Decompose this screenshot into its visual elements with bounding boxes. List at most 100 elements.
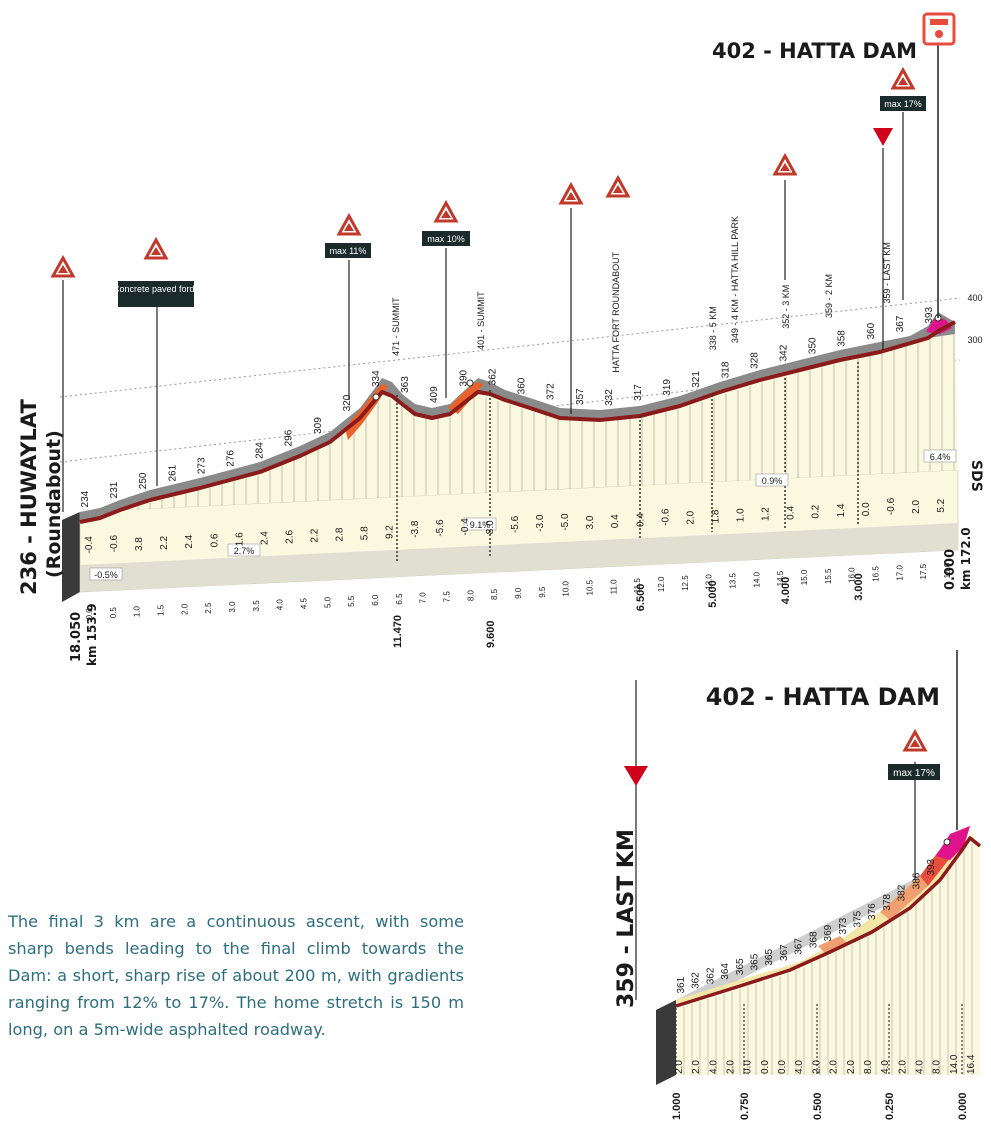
elevation-label: 284 — [255, 442, 266, 459]
road-line — [79, 320, 956, 524]
km-label: 4.5 — [300, 597, 309, 609]
end-total-km: km 172.0 — [959, 527, 973, 590]
elevation-label: 317 — [633, 384, 644, 401]
detail-base-side — [656, 1000, 676, 1085]
profile-base-side — [62, 512, 80, 602]
gradient-label: -5.6 — [435, 519, 446, 537]
elevation-label: 409 — [429, 386, 440, 403]
vertical-label: HATTA FORT ROUNDABOUT — [611, 251, 621, 372]
gradient-label: -0.4 — [460, 518, 471, 536]
detail-gradient-label: 2.0 — [674, 1060, 685, 1074]
detail-distance-label: 0.000 — [957, 1092, 969, 1120]
elevation-labels: 234 231 250 261 273 276 284 296 309 320 334 363 409 3… — [80, 307, 935, 508]
start-km: 18.050 — [69, 612, 84, 662]
elevation-label: 276 — [226, 450, 237, 467]
detail-elevation-label: 365 — [750, 953, 761, 970]
detail-gradient-labels: 2.0 2.0 4.0 2.0 0.0 0.0 0.0 4.0 2.0 2.0 2.0 8.0 4.0 2… — [674, 1054, 977, 1074]
km-labels: 0.0 0.5 1.0 1.5 2.0 2.5 3.0 3.5 4.0 4.5 5.0 5.5 6.0 6… — [85, 562, 952, 619]
detail-steep-segment — [880, 876, 928, 920]
warning-triangle-icon — [559, 183, 583, 205]
vertical-label: 471 - SUMMIT — [391, 297, 401, 356]
km-label: 16.5 — [872, 566, 881, 582]
vertical-label: 359 - 2 KM — [824, 274, 834, 318]
guide-line — [59, 359, 961, 463]
elevation-label: 358 — [837, 330, 848, 347]
gradient-label: 0.4 — [610, 514, 621, 528]
profile-hatch — [89, 325, 955, 522]
detail-elevation-label: 367 — [794, 938, 805, 955]
detail-gradient-label: 2.0 — [829, 1060, 840, 1074]
warning-triangle-icon — [144, 238, 168, 260]
last-km-flag-icon — [624, 766, 648, 786]
annotation-box — [880, 96, 926, 111]
warning-triangle-icon — [434, 201, 458, 223]
distance-label: 4.000 — [780, 577, 792, 605]
gradient-label: 2.0 — [685, 510, 696, 524]
warning-triangle-icon — [891, 68, 915, 90]
annotation-concrete: Concrete paved fords — [113, 284, 200, 294]
detail-start-label: 359 - LAST KM — [614, 829, 639, 1008]
detail-elevation-labels: 361 362 362 364 365 365 365 367 367 368 369 373 375 3… — [676, 858, 937, 993]
detail-elevation-label: 373 — [838, 917, 849, 934]
detail-gradient-label: 2.0 — [811, 1060, 822, 1074]
main-elevation-profile: Concrete paved fords max 11% max 10% max… — [17, 12, 984, 666]
detail-elevation-label: 378 — [882, 894, 893, 911]
avg-grade: -0.5% — [94, 570, 118, 580]
km-label: 17.0 — [895, 565, 904, 581]
annotation-max-11: max 11% — [330, 246, 367, 256]
start-sublabel: (Roundabout) — [43, 430, 65, 578]
km-label: 0.0 — [85, 608, 94, 620]
km-label: 7.5 — [443, 591, 452, 603]
gradient-label: -0.6 — [660, 508, 671, 526]
profile-fill — [80, 312, 958, 512]
detail-elevation-profile: max 17% 402 - HATTA DAM 359 - LAST KM 36… — [614, 650, 982, 1120]
km-label: 0.5 — [109, 607, 118, 619]
km-label: 9.0 — [514, 587, 523, 599]
detail-final-segment — [936, 826, 970, 860]
elevation-label: 328 — [749, 352, 760, 369]
detail-elevation-label: 364 — [720, 963, 731, 980]
detail-gradient-label: 8.0 — [932, 1060, 943, 1074]
elevation-label: 273 — [196, 457, 207, 474]
gradient-label: 8.0 — [485, 520, 496, 534]
gradient-label: 5.8 — [360, 526, 371, 540]
elevation-label: 390 — [458, 369, 469, 386]
gradient-label: -5.0 — [560, 513, 571, 531]
gradient-label: 1.2 — [761, 507, 772, 521]
avg-grade: 2.7% — [234, 546, 255, 556]
vertical-label: 359 - LAST KM — [882, 242, 892, 303]
detail-distance-label: 1.000 — [671, 1092, 683, 1120]
detail-gradient-label: 4.0 — [708, 1060, 719, 1074]
km-label: 8.5 — [490, 588, 499, 600]
detail-gradient-label: 2.0 — [691, 1060, 702, 1074]
vertical-label: 338 - 5 KM — [708, 306, 718, 350]
detail-elevation-label: 368 — [808, 931, 819, 948]
annotation-box — [118, 281, 194, 307]
detail-distance-label: 0.250 — [884, 1092, 896, 1120]
detail-elevation-label: 361 — [676, 976, 687, 993]
km-label: 9.5 — [538, 586, 547, 598]
unit-label: SDS — [968, 460, 984, 492]
elevation-label: 350 — [808, 337, 819, 354]
elevation-label: 360 — [517, 377, 528, 394]
elevation-label: 296 — [284, 429, 295, 446]
summit-marker — [943, 838, 951, 846]
km-label: 12.5 — [681, 575, 690, 591]
distance-label: 6.500 — [635, 584, 647, 612]
km-label: 15.5 — [824, 568, 833, 584]
km-label: 13.5 — [729, 573, 738, 589]
detail-gradient-label: 0.0 — [760, 1060, 771, 1074]
distance-label: 9.600 — [485, 620, 497, 648]
gradient-label: -0.4 — [84, 536, 95, 554]
warning-triangle-icon — [903, 730, 927, 752]
detail-annotation-max-17: max 17% — [893, 768, 935, 779]
gradient-label: -0.6 — [109, 535, 120, 553]
km-label: 8.0 — [466, 590, 475, 602]
annotation-box — [888, 764, 940, 780]
gradient-label: 2.4 — [184, 534, 195, 548]
elevation-label: 393 — [924, 307, 935, 324]
km-label: 14.5 — [776, 570, 785, 586]
distance-label: 11.470 — [392, 615, 404, 648]
detail-base-top — [656, 846, 980, 1022]
